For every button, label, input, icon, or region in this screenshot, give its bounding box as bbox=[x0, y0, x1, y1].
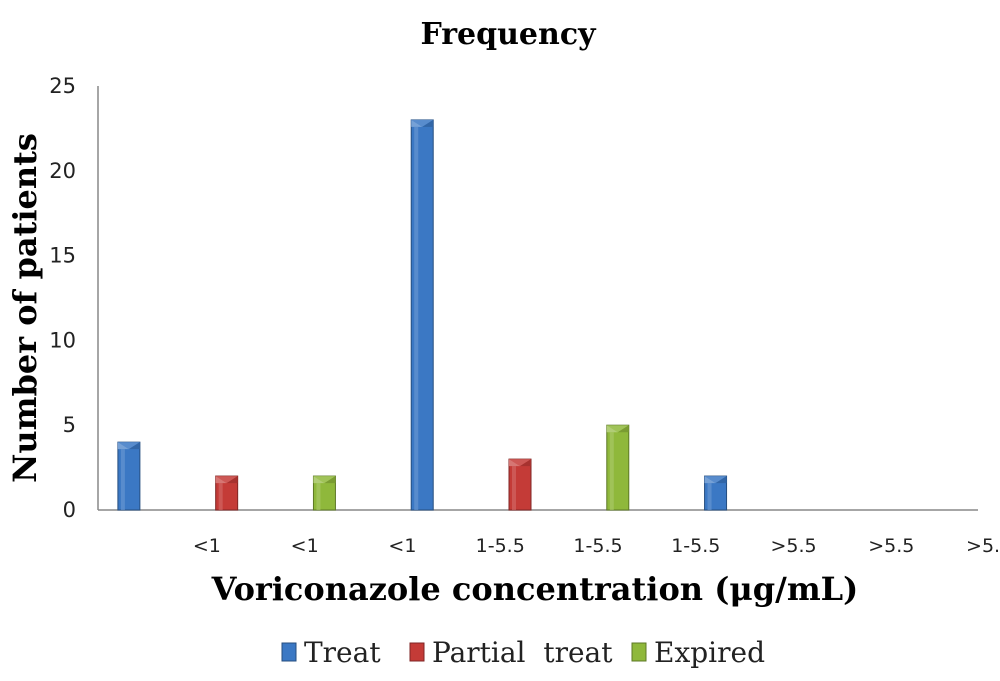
x-tick-label: 1-5.5 bbox=[476, 535, 525, 557]
x-ticks: <1 <1 <1 1-5.5 1-5.5 1-5.5 >5.5 >5.5 >5.5 bbox=[193, 535, 1000, 557]
legend: Treat Partial treat Expired bbox=[281, 636, 765, 669]
bars bbox=[117, 119, 728, 511]
bar-treat bbox=[117, 441, 141, 511]
legend-label: Treat bbox=[304, 636, 381, 669]
y-tick-label: 10 bbox=[49, 328, 76, 352]
legend-swatch bbox=[631, 642, 647, 662]
legend-swatch bbox=[281, 642, 297, 662]
legend-swatch bbox=[409, 642, 425, 662]
legend-label: Partial treat bbox=[432, 636, 613, 669]
x-tick-label: 1-5.5 bbox=[573, 535, 622, 557]
y-tick-label: 15 bbox=[49, 244, 76, 268]
x-tick-label: <1 bbox=[388, 535, 416, 557]
x-tick-label: 1-5.5 bbox=[671, 535, 720, 557]
y-tick-label: 0 bbox=[63, 498, 76, 522]
y-tick-label: 20 bbox=[49, 159, 76, 183]
legend-label: Expired bbox=[654, 636, 765, 669]
bar-treat bbox=[410, 119, 434, 511]
y-ticks: 0 5 10 15 20 25 bbox=[49, 74, 76, 522]
x-tick-label: >5.5 bbox=[966, 535, 1000, 557]
x-tick-label: >5.5 bbox=[868, 535, 914, 557]
x-tick-label: <1 bbox=[291, 535, 319, 557]
bar-partial-treat bbox=[215, 475, 239, 511]
bar-treat bbox=[704, 475, 728, 511]
x-tick-label: <1 bbox=[193, 535, 221, 557]
y-tick-label: 25 bbox=[49, 74, 76, 98]
y-axis-label: Number of patients bbox=[6, 133, 44, 483]
bar-partial-treat bbox=[508, 458, 532, 511]
x-axis-label: Voriconazole concentration (μg/mL) bbox=[211, 570, 859, 608]
bar-expired bbox=[312, 475, 336, 511]
bar-expired bbox=[606, 424, 630, 511]
y-tick-label: 5 bbox=[63, 413, 76, 437]
chart-title: Frequency bbox=[420, 17, 597, 52]
x-tick-label: >5.5 bbox=[770, 535, 816, 557]
